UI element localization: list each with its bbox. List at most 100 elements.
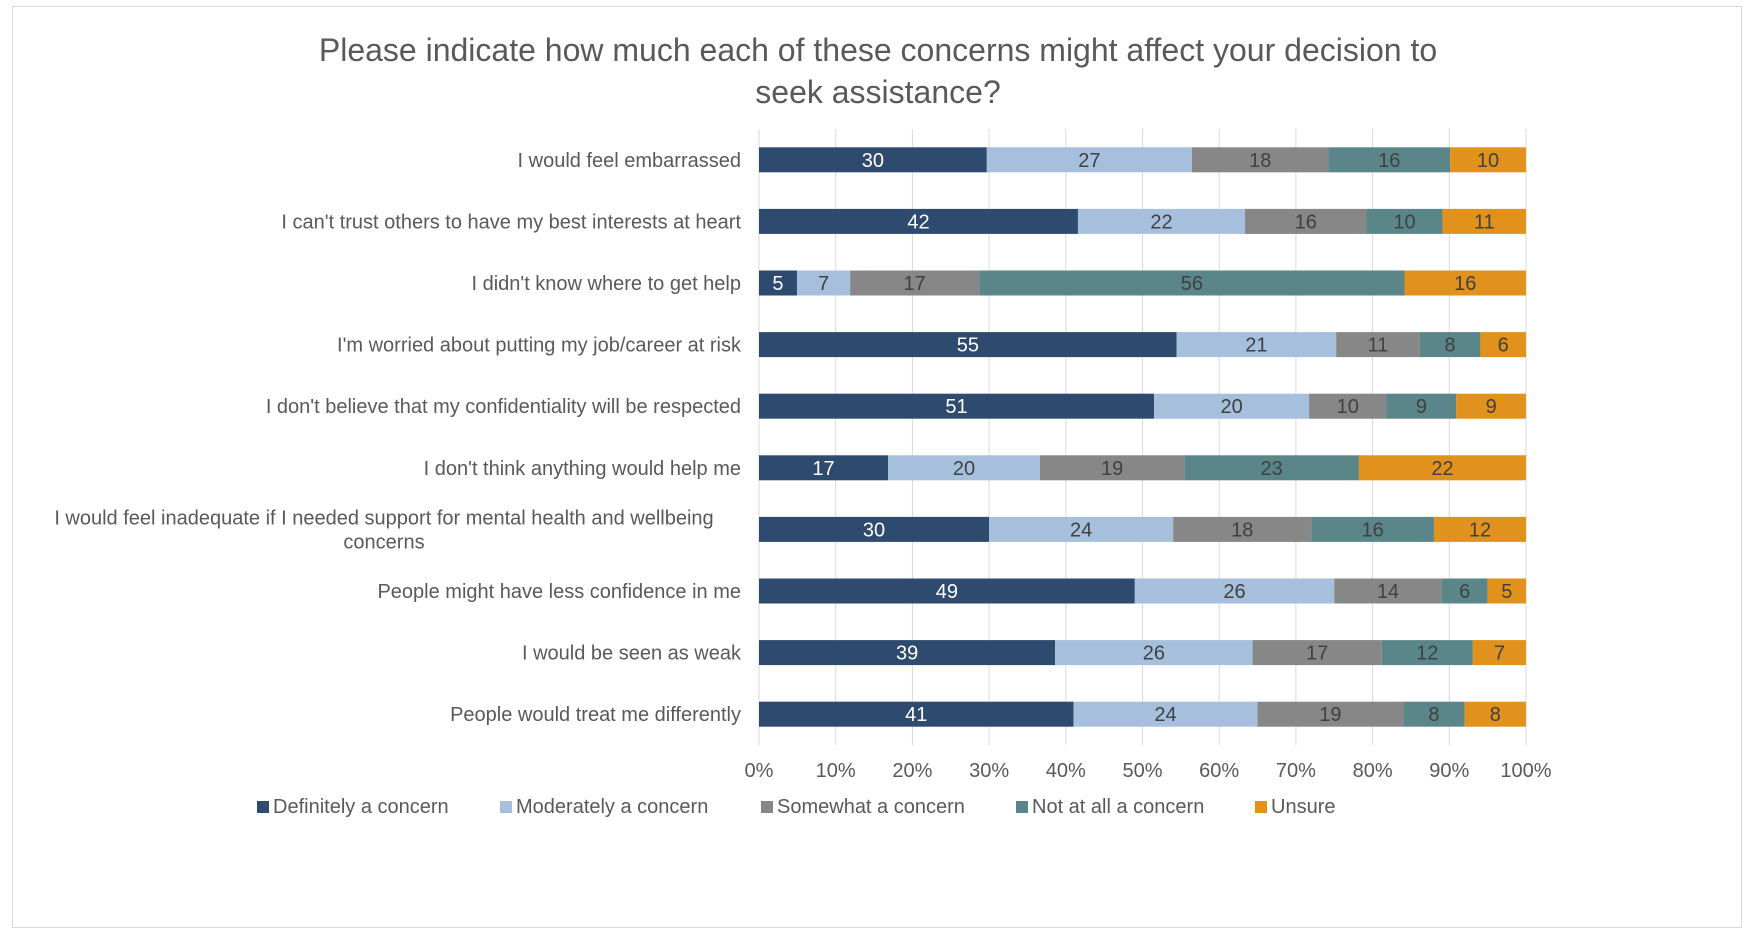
bar-segment bbox=[1441, 578, 1488, 604]
bar-segment bbox=[1487, 578, 1526, 604]
bar-segment bbox=[979, 270, 1405, 296]
data-label: 24 bbox=[1070, 519, 1092, 541]
data-label: 26 bbox=[1223, 581, 1245, 603]
data-label: 26 bbox=[1143, 643, 1165, 665]
data-label: 21 bbox=[1245, 335, 1267, 357]
bar-segment bbox=[1039, 455, 1185, 481]
data-label: 18 bbox=[1249, 150, 1271, 172]
category-label: I can't trust others to have my best int… bbox=[281, 211, 741, 233]
bar-segment bbox=[759, 147, 987, 173]
x-tick-label: 60% bbox=[1199, 760, 1239, 782]
x-tick-label: 70% bbox=[1276, 760, 1316, 782]
legend-swatch bbox=[761, 801, 773, 813]
x-tick-label: 90% bbox=[1429, 760, 1469, 782]
chart-area: Please indicate how much each of these c… bbox=[12, 6, 1742, 928]
bar-segment bbox=[1245, 208, 1367, 234]
bar-segment bbox=[759, 455, 889, 481]
data-label: 18 bbox=[1231, 519, 1253, 541]
x-tick-label: 80% bbox=[1353, 760, 1393, 782]
x-tick-label: 20% bbox=[892, 760, 932, 782]
bar-segment bbox=[1464, 701, 1526, 727]
stacked-bar-chart: 0% 10% 20% 30% 40% 50% 60% 70% 80% 90% 100% 30 27 18 1… bbox=[54, 129, 1552, 818]
category-label: I don't believe that my confidentiality … bbox=[266, 396, 741, 418]
data-label: 19 bbox=[1319, 704, 1341, 726]
bar-segment bbox=[1442, 208, 1526, 234]
data-label: 7 bbox=[818, 273, 829, 295]
bar-segment bbox=[1334, 578, 1442, 604]
data-label: 30 bbox=[862, 150, 884, 172]
data-label: 11 bbox=[1368, 335, 1389, 357]
data-label: 16 bbox=[1378, 150, 1400, 172]
legend-swatch bbox=[1016, 801, 1028, 813]
legend-swatch bbox=[1255, 801, 1267, 813]
x-tick-label: 50% bbox=[1122, 760, 1162, 782]
data-label: 11 bbox=[1474, 211, 1495, 233]
category-label: I didn't know where to get help bbox=[471, 273, 741, 295]
legend-label: Moderately a concern bbox=[516, 796, 708, 818]
data-label: 56 bbox=[1181, 273, 1203, 295]
data-label: 9 bbox=[1416, 396, 1427, 418]
bar-segment bbox=[796, 270, 851, 296]
bar-segment bbox=[1311, 516, 1434, 542]
bar-segment bbox=[1328, 147, 1451, 173]
legend-swatch bbox=[257, 801, 269, 813]
bar-segment bbox=[1309, 393, 1387, 419]
data-label: 16 bbox=[1454, 273, 1476, 295]
bar-segment bbox=[1176, 332, 1337, 358]
data-label: 12 bbox=[1416, 643, 1438, 665]
bar-segment bbox=[1450, 147, 1526, 173]
bar-segment bbox=[1381, 640, 1473, 666]
data-label: 22 bbox=[1431, 458, 1453, 480]
data-label: 49 bbox=[936, 581, 958, 603]
data-label: 39 bbox=[896, 643, 918, 665]
data-label: 8 bbox=[1428, 704, 1439, 726]
legend-swatch bbox=[500, 801, 512, 813]
data-label: 7 bbox=[1494, 643, 1505, 665]
category-label: I would feel inadequate if I needed supp… bbox=[54, 507, 713, 553]
bar-segment bbox=[888, 455, 1040, 481]
data-label: 19 bbox=[1101, 458, 1123, 480]
bar-segment bbox=[1077, 208, 1246, 234]
bar-segment bbox=[1154, 393, 1310, 419]
data-label: 8 bbox=[1490, 704, 1501, 726]
category-label: People would treat me differently bbox=[450, 704, 741, 726]
data-label: 16 bbox=[1361, 519, 1383, 541]
data-label: 10 bbox=[1393, 211, 1415, 233]
data-label: 10 bbox=[1477, 150, 1499, 172]
bar-segment bbox=[1134, 578, 1335, 604]
bar-segment bbox=[1366, 208, 1443, 234]
data-label: 6 bbox=[1498, 335, 1509, 357]
bar-segment bbox=[759, 208, 1078, 234]
legend-label: Not at all a concern bbox=[1032, 796, 1204, 818]
bar-segment bbox=[1257, 701, 1404, 727]
bar-segment bbox=[1073, 701, 1258, 727]
data-label: 55 bbox=[957, 335, 979, 357]
bar-segment bbox=[759, 332, 1177, 358]
data-label: 41 bbox=[905, 704, 927, 726]
bar-segment bbox=[759, 393, 1155, 419]
bar-segment bbox=[1184, 455, 1359, 481]
data-label: 24 bbox=[1154, 704, 1176, 726]
bar-segment bbox=[759, 516, 990, 542]
data-label: 9 bbox=[1486, 396, 1497, 418]
data-label: 17 bbox=[904, 273, 926, 295]
bar-segment bbox=[759, 640, 1056, 666]
category-label: I would feel embarrassed bbox=[518, 150, 741, 172]
bar-segment bbox=[1404, 270, 1526, 296]
bar-segment bbox=[1433, 516, 1526, 542]
legend-label: Somewhat a concern bbox=[777, 796, 965, 818]
bar-segment bbox=[1386, 393, 1457, 419]
bar-segment bbox=[759, 270, 797, 296]
bar-segment bbox=[1336, 332, 1420, 358]
data-label: 8 bbox=[1444, 335, 1455, 357]
data-label: 17 bbox=[812, 458, 834, 480]
category-label: People might have less confidence in me bbox=[377, 581, 741, 603]
chart-title: Please indicate how much each of these c… bbox=[318, 32, 1438, 110]
data-label: 23 bbox=[1260, 458, 1282, 480]
bar-segment bbox=[1456, 393, 1526, 419]
data-label: 16 bbox=[1295, 211, 1317, 233]
data-label: 5 bbox=[772, 273, 783, 295]
x-tick-label: 0% bbox=[745, 760, 774, 782]
data-label: 42 bbox=[907, 211, 929, 233]
data-label: 5 bbox=[1501, 581, 1512, 603]
